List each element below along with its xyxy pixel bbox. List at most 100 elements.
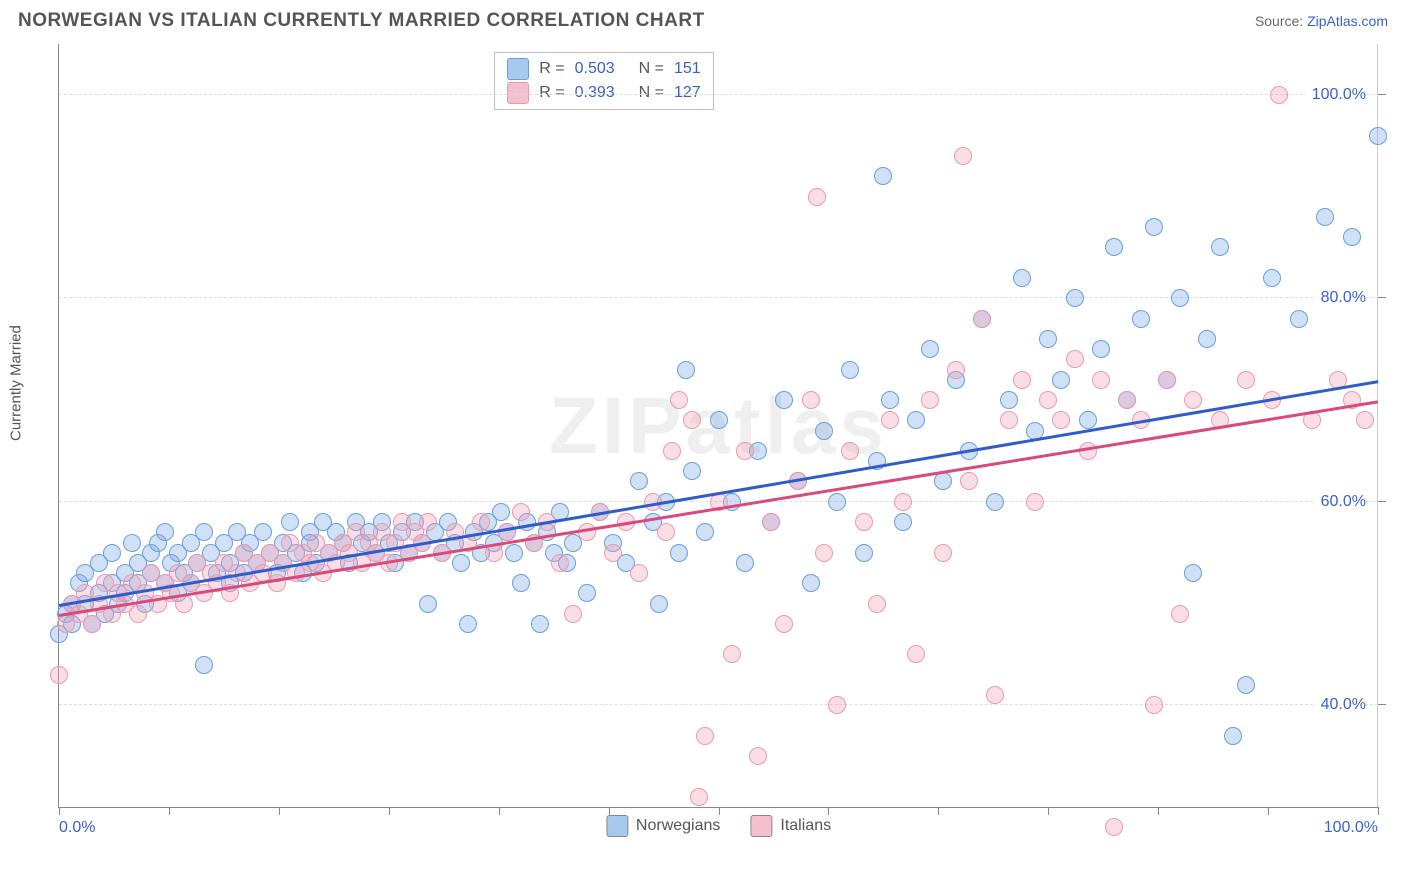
data-point: [690, 788, 708, 806]
chart-title: NORWEGIAN VS ITALIAN CURRENTLY MARRIED C…: [18, 10, 705, 32]
data-point: [683, 411, 701, 429]
data-point: [973, 310, 991, 328]
data-point: [881, 391, 899, 409]
data-point: [1079, 411, 1097, 429]
data-point: [1316, 208, 1334, 226]
data-point: [1171, 605, 1189, 623]
x-tick: [828, 807, 829, 815]
data-point: [657, 523, 675, 541]
legend-series-name: Italians: [780, 817, 831, 834]
data-point: [512, 574, 530, 592]
y-axis-label: Currently Married: [8, 325, 25, 441]
data-point: [696, 727, 714, 745]
data-point: [921, 391, 939, 409]
x-tick: [719, 807, 720, 815]
data-point: [1013, 371, 1031, 389]
data-point: [1356, 411, 1374, 429]
data-point: [1145, 696, 1163, 714]
data-point: [881, 411, 899, 429]
data-point: [195, 656, 213, 674]
data-point: [1224, 727, 1242, 745]
data-point: [578, 523, 596, 541]
legend-n-value: 151: [674, 57, 701, 81]
data-point: [1171, 289, 1189, 307]
data-point: [808, 188, 826, 206]
bottom-legend: Norwegians Italians: [606, 815, 831, 837]
data-point: [630, 564, 648, 582]
y-tick: [1378, 94, 1386, 95]
x-tick-label: 100.0%: [1324, 819, 1378, 837]
legend-swatch: [606, 815, 628, 837]
data-point: [736, 442, 754, 460]
data-point: [512, 503, 530, 521]
data-point: [1039, 391, 1057, 409]
data-point: [947, 361, 965, 379]
data-point: [1158, 371, 1176, 389]
legend-n-value: 127: [674, 81, 701, 105]
data-point: [1052, 411, 1070, 429]
data-point: [1066, 350, 1084, 368]
data-point: [683, 462, 701, 480]
data-point: [452, 554, 470, 572]
data-point: [762, 513, 780, 531]
chart-container: Currently Married ZIPatlas R =0.503N =15…: [18, 44, 1388, 838]
data-point: [874, 167, 892, 185]
data-point: [894, 513, 912, 531]
data-point: [492, 503, 510, 521]
data-point: [934, 544, 952, 562]
data-point: [986, 686, 1004, 704]
data-point: [1052, 371, 1070, 389]
data-point: [802, 574, 820, 592]
data-point: [578, 584, 596, 602]
data-point: [1270, 86, 1288, 104]
data-point: [531, 615, 549, 633]
data-point: [1105, 818, 1123, 836]
data-point: [1105, 238, 1123, 256]
data-point: [1290, 310, 1308, 328]
bottom-legend-item: Norwegians: [606, 815, 720, 837]
data-point: [960, 472, 978, 490]
data-point: [894, 493, 912, 511]
data-point: [1237, 676, 1255, 694]
data-point: [670, 391, 688, 409]
data-point: [1132, 310, 1150, 328]
data-point: [1198, 330, 1216, 348]
data-point: [677, 361, 695, 379]
data-point: [1026, 493, 1044, 511]
legend-n-label: N =: [639, 81, 664, 105]
data-point: [663, 442, 681, 460]
legend-r-label: R =: [539, 81, 564, 105]
data-point: [505, 544, 523, 562]
y-tick: [1378, 704, 1386, 705]
legend-r-label: R =: [539, 57, 564, 81]
data-point: [1263, 269, 1281, 287]
data-point: [815, 544, 833, 562]
data-point: [1066, 289, 1084, 307]
data-point: [934, 472, 952, 490]
data-point: [1013, 269, 1031, 287]
data-point: [1092, 340, 1110, 358]
data-point: [921, 340, 939, 358]
x-tick: [389, 807, 390, 815]
data-point: [1184, 564, 1202, 582]
data-point: [907, 645, 925, 663]
x-tick: [1268, 807, 1269, 815]
data-point: [815, 422, 833, 440]
y-tick-label: 80.0%: [1315, 289, 1366, 307]
data-point: [1000, 411, 1018, 429]
source-link[interactable]: ZipAtlas.com: [1307, 13, 1388, 29]
data-point: [472, 513, 490, 531]
data-point: [50, 666, 68, 684]
data-point: [1079, 442, 1097, 460]
y-tick: [1378, 297, 1386, 298]
legend-box: R =0.503N =151R =0.393N =127: [494, 52, 713, 110]
legend-row: R =0.503N =151: [507, 57, 700, 81]
x-tick: [499, 807, 500, 815]
gridline: [59, 704, 1378, 705]
data-point: [103, 544, 121, 562]
data-point: [419, 513, 437, 531]
data-point: [723, 645, 741, 663]
legend-n-label: N =: [639, 57, 664, 81]
data-point: [195, 523, 213, 541]
legend-series-name: Norwegians: [636, 817, 720, 834]
